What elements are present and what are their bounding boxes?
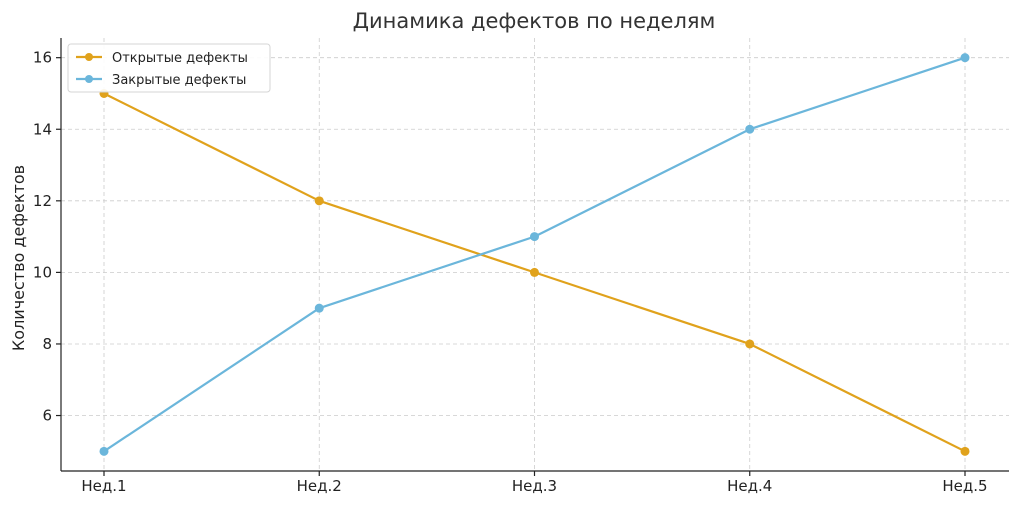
data-point: [530, 232, 539, 242]
legend-item: Открытые дефекты: [76, 51, 248, 66]
legend-label: Открытые дефекты: [112, 51, 248, 66]
x-tick-label: Нед.2: [297, 477, 342, 495]
x-tick-label: Нед.3: [512, 477, 557, 495]
legend-label: Закрытые дефекты: [112, 73, 246, 88]
data-point: [745, 124, 755, 134]
data-point: [960, 446, 970, 456]
y-tick-label: 14: [33, 120, 52, 138]
series-2: [99, 53, 970, 456]
data-point: [960, 53, 970, 63]
legend-marker: [85, 75, 93, 83]
data-point: [314, 303, 324, 313]
grid: [61, 38, 1009, 471]
x-tick-label: Нед.4: [727, 477, 772, 495]
y-tick-label: 6: [42, 407, 52, 425]
data-point: [745, 339, 755, 349]
data-point: [530, 267, 539, 277]
axes: Нед.1 Нед.2 Нед.3 Нед.4 Нед.5 6 8 10 12 14 16: [33, 38, 1009, 495]
y-tick-label: 10: [33, 263, 52, 281]
y-axis-label: Количество дефектов: [9, 165, 28, 351]
legend-item: Закрытые дефекты: [76, 73, 246, 88]
y-tick-label: 8: [42, 335, 52, 353]
x-tick-label: Нед.1: [81, 477, 126, 495]
series-group: [99, 53, 970, 456]
data-point: [314, 196, 324, 206]
y-tick-label: 12: [33, 192, 52, 210]
chart-title: Динамика дефектов по неделям: [353, 9, 716, 33]
data-point: [99, 446, 109, 456]
legend-marker: [85, 53, 93, 61]
y-tick-label: 16: [33, 49, 52, 67]
legend-box: [67, 43, 271, 93]
legend: Открытые дефекты Закрытые дефекты: [67, 43, 271, 93]
x-tick-label: Нед.5: [942, 477, 987, 495]
